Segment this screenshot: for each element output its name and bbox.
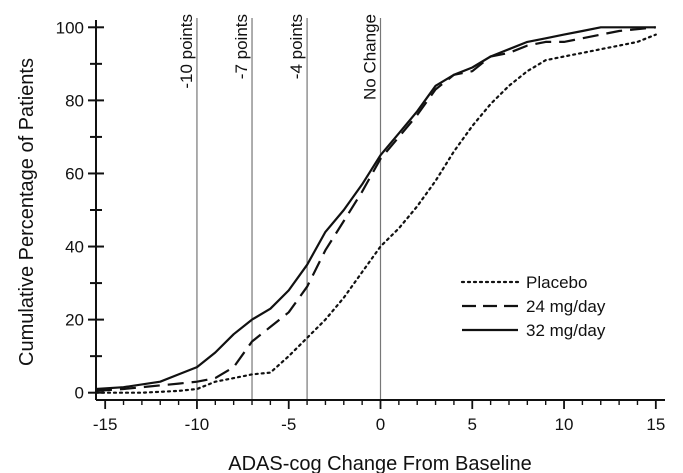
x-tick-label: -15 <box>93 415 118 434</box>
series-line-dashed <box>95 26 656 392</box>
y-tick-label: 0 <box>75 384 84 403</box>
x-tick-label: 0 <box>376 415 385 434</box>
y-tick-label: 100 <box>56 18 84 37</box>
reference-line-label: -7 points <box>232 14 251 79</box>
series-line-dotted <box>94 33 657 394</box>
y-tick-label: 20 <box>65 311 84 330</box>
series-line-solid <box>95 26 656 391</box>
y-tick-label: 40 <box>65 238 84 257</box>
series-lines <box>94 26 657 394</box>
x-tick-label: -5 <box>281 415 296 434</box>
reference-line-label: -10 points <box>177 14 196 89</box>
y-axis-label: Cumulative Percentage of Patients <box>16 58 38 366</box>
reference-line-label: -4 points <box>287 14 306 79</box>
x-tick-label: 5 <box>468 415 477 434</box>
x-axis-label: ADAS-cog Change From Baseline <box>228 453 531 473</box>
legend-label: 32 mg/day <box>526 321 606 340</box>
reference-lines: -10 points -7 points -4 points No Change <box>177 14 382 400</box>
x-axis: -15 -10 -5 0 5 10 15 <box>93 399 665 434</box>
x-tick-label: 10 <box>555 415 574 434</box>
y-tick-label: 80 <box>65 91 84 110</box>
x-tick-label: -10 <box>185 415 210 434</box>
reference-line-label: No Change <box>361 14 380 100</box>
y-tick-label: 60 <box>65 164 84 183</box>
legend: Placebo 24 mg/day 32 mg/day <box>460 273 606 340</box>
legend-label: 24 mg/day <box>526 297 606 316</box>
y-axis: 0 20 40 60 80 100 <box>56 18 104 403</box>
x-tick-label: 15 <box>646 415 665 434</box>
legend-label: Placebo <box>526 273 587 292</box>
